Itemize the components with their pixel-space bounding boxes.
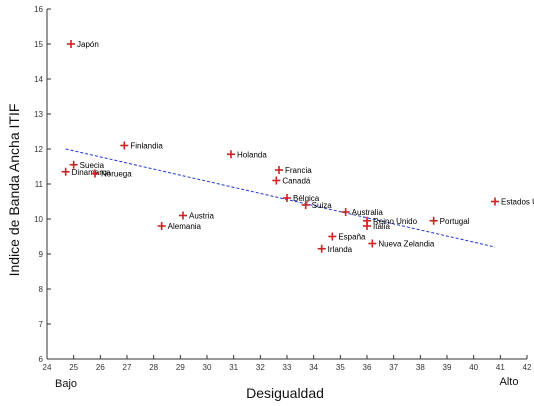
data-point: Noruega [91,169,132,179]
data-point: Portugal [429,216,470,226]
y-tick-label: 7 [39,320,44,329]
x-tick-label: 32 [256,363,265,372]
y-tick-label: 8 [39,285,44,294]
x-tick-label: 30 [203,363,212,372]
data-point: Reino Unido [363,216,418,226]
point-label: Australia [352,208,384,217]
data-point: Holanda [227,150,267,159]
point-label: Finlandia [130,142,163,151]
data-point: Austria [179,211,214,221]
y-tick-label: 11 [35,180,44,189]
data-point: Finlandia [120,141,163,151]
x-tick-label: 34 [309,363,318,372]
x-tick-label: 27 [123,363,132,372]
x-tick-label: 40 [469,363,478,372]
data-point: Nueva Zelandia [368,239,435,249]
data-point: Italia [363,222,390,231]
data-point: Japón [67,40,99,49]
y-tick-label: 14 [34,75,43,84]
data-point: Francia [275,166,312,175]
data-point: Australia [341,208,384,217]
x-tick-label: 38 [416,363,425,372]
x-tick-label: 31 [229,363,238,372]
x-tick-label: 29 [176,363,185,372]
x-low-label: Bajo [55,378,77,390]
point-label: Suiza [312,201,333,210]
x-tick-label: 41 [496,363,505,372]
point-label: Francia [285,166,312,175]
x-ticks: 24 25 26 27 28 29 30 31 32 33 34 35 36 37 38 39 40 41 42 [43,355,532,372]
point-label: Italia [373,222,390,231]
y-axis-title: Indice de Banda Ancha ITIF [6,104,22,277]
point-label: Canadá [282,177,311,186]
x-tick-label: 26 [96,363,105,372]
point-label: Portugal [440,217,470,226]
data-point: Bélgica [283,194,320,203]
y-tick-label: 9 [39,250,44,259]
x-tick-label: 33 [283,363,292,372]
point-label: Nueva Zelandia [378,240,435,249]
y-tick-label: 10 [34,215,43,224]
x-axis-title: Desigualdad [246,385,324,401]
x-high-label: Alto [500,376,519,388]
point-label: Estados Unidos [501,198,534,207]
x-tick-label: 35 [336,363,345,372]
point-label: Reino Unido [373,217,418,226]
x-tick-label: 39 [443,363,452,372]
y-ticks: 6 7 8 9 10 11 12 13 14 15 16 [34,5,51,364]
point-label: Noruega [101,170,132,179]
data-point: Dinamarca [61,167,111,177]
data-point: España [328,232,366,242]
x-tick-label: 42 [523,363,532,372]
x-tick-label: 25 [69,363,78,372]
y-tick-label: 15 [34,40,43,49]
point-label: Dinamarca [72,168,111,177]
point-label: Irlanda [328,245,353,254]
y-tick-label: 13 [34,110,43,119]
data-point: Alemania [157,222,202,231]
trendline [65,148,496,248]
data-point: Estados Unidos [491,197,534,207]
y-tick-label: 12 [34,145,43,154]
y-tick-label: 6 [39,355,44,364]
point-label: Bélgica [293,194,320,203]
x-tick-label: 37 [389,363,398,372]
x-tick-label: 28 [149,363,158,372]
point-label: Holanda [237,150,267,159]
x-tick-label: 36 [363,363,372,372]
point-label: Japón [77,40,99,49]
data-point: Canadá [272,176,311,186]
data-point: Suiza [301,201,333,210]
point-label: Suecia [80,161,105,170]
data-point: Suecia [69,160,105,170]
x-tick-label: 24 [43,363,52,372]
data-point: Irlanda [317,244,353,254]
y-tick-label: 16 [34,5,43,14]
point-label: España [338,233,366,242]
point-label: Austria [189,212,214,221]
point-label: Alemania [168,222,202,231]
